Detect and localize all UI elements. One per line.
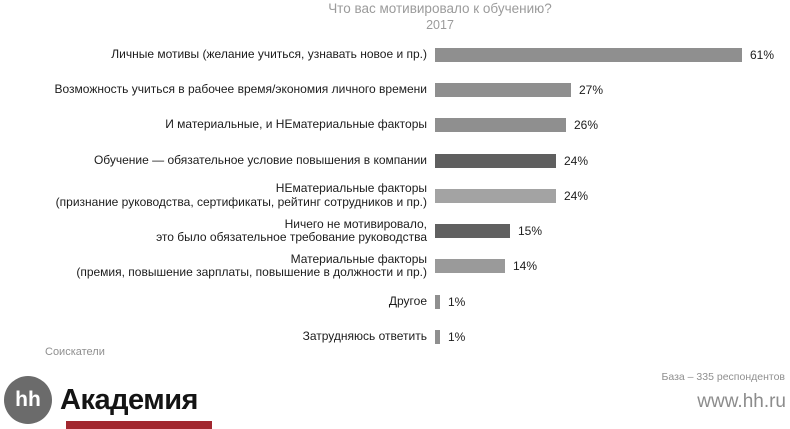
bar-row: Ничего не мотивировало, это было обязател… — [0, 213, 790, 248]
bar-category-label: НЕматериальные факторы (признание руковод… — [55, 181, 427, 209]
bar — [435, 118, 566, 133]
bar-value-label: 26% — [574, 118, 599, 133]
bar-value-label: 27% — [579, 82, 604, 97]
website-link[interactable]: www.hh.ru — [697, 391, 786, 412]
bar-category-label: Материальные факторы (премия, повышение з… — [76, 251, 427, 280]
bar-value-label: 61% — [750, 47, 775, 62]
hh-academy-logo: hh Академия — [4, 376, 198, 424]
bar-row: Другое 1% — [0, 284, 790, 319]
bar-value-label: 1% — [448, 330, 466, 345]
hh-logo-icon: hh — [4, 376, 52, 424]
hh-logo-letters: hh — [15, 388, 41, 411]
bar — [435, 82, 571, 97]
chart-title: Что вас мотивировало к обучению? — [328, 1, 552, 16]
bar-category-label: Ничего не мотивировало, это было обязател… — [156, 216, 427, 245]
bar-row: Личные мотивы (желание учиться, узнавать… — [0, 37, 790, 72]
chart-header: Что вас мотивировало к обучению? 2017 — [140, 1, 740, 32]
bar-category-label: Личные мотивы (желание учиться, узнавать… — [111, 46, 427, 61]
bar-category-label: Затрудняюсь ответить — [302, 329, 427, 344]
bar-value-label: 24% — [564, 188, 589, 203]
bar-chart: Личные мотивы (желание учиться, узнавать… — [0, 37, 790, 355]
bar-row: НЕматериальные факторы (признание руковод… — [0, 178, 790, 213]
audience-label: Соискатели — [45, 346, 105, 358]
bar-value-label: 24% — [564, 153, 589, 168]
bar — [435, 188, 556, 203]
bar-row: Возможность учиться в рабочее время/экон… — [0, 72, 790, 107]
chart-subtitle: 2017 — [426, 18, 454, 32]
base-note: База – 335 респондентов — [661, 371, 785, 383]
logo-wordmark: Академия — [60, 383, 198, 416]
bar — [435, 47, 742, 62]
bar — [435, 294, 440, 309]
bar-row: Обучение — обязательное условие повышени… — [0, 143, 790, 178]
bar-category-label: Обучение — обязательное условие повышени… — [93, 152, 427, 167]
bar — [435, 153, 556, 168]
bar-row: Материальные факторы (премия, повышение з… — [0, 249, 790, 284]
bar — [435, 330, 440, 345]
bar — [435, 224, 510, 239]
bar-value-label: 15% — [518, 224, 543, 239]
bar — [435, 259, 505, 274]
bar-value-label: 1% — [448, 294, 466, 309]
bar-category-label: И материальные, и НЕматериальные факторы — [165, 117, 427, 132]
brand-red-bar — [66, 421, 212, 429]
bar-category-label: Другое — [388, 293, 427, 308]
bar-row: Затрудняюсь ответить 1% — [0, 319, 790, 354]
bar-value-label: 14% — [513, 259, 538, 274]
bar-row: И материальные, и НЕматериальные факторы… — [0, 108, 790, 143]
bar-category-label: Возможность учиться в рабочее время/экон… — [54, 82, 427, 97]
